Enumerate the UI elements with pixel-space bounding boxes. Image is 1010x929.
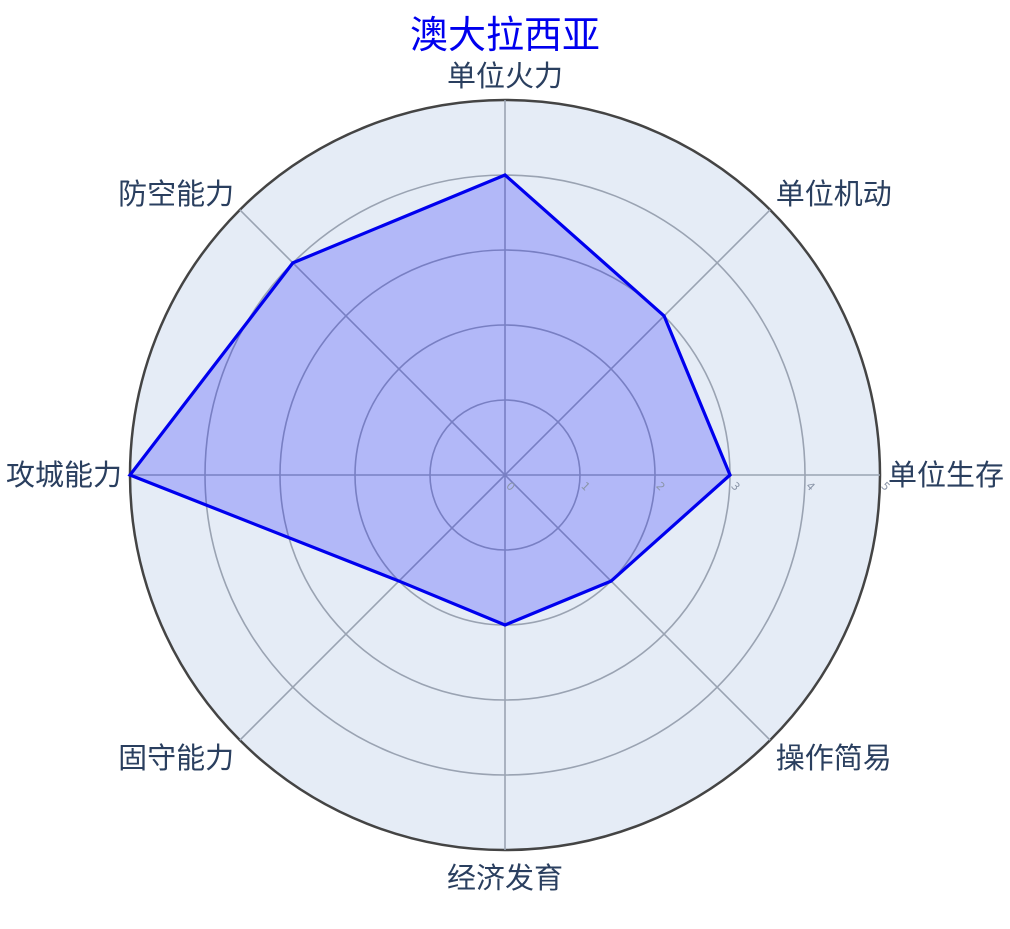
axis-spoke bbox=[239, 474, 506, 741]
series-layer bbox=[127, 173, 732, 627]
data-point bbox=[503, 173, 507, 177]
axis-label: 单位机动 bbox=[776, 177, 892, 211]
axis-label: 防空能力 bbox=[118, 177, 234, 211]
axis-spoke bbox=[239, 209, 506, 476]
data-point bbox=[609, 579, 613, 583]
series-area bbox=[130, 175, 730, 625]
axis-label: 单位火力 bbox=[447, 59, 563, 93]
axis-spoke bbox=[504, 474, 771, 741]
chart-title: 澳大拉西亚 bbox=[410, 13, 600, 57]
axis-label: 攻城能力 bbox=[6, 458, 122, 492]
data-point bbox=[291, 261, 295, 265]
data-point bbox=[728, 473, 732, 477]
axis-label: 操作简易 bbox=[776, 741, 892, 775]
axis-label: 单位生存 bbox=[888, 458, 1004, 492]
axis-label: 经济发育 bbox=[447, 861, 563, 895]
axis-spoke bbox=[504, 209, 771, 476]
data-point bbox=[397, 579, 401, 583]
axis-label: 固守能力 bbox=[118, 741, 234, 775]
data-point bbox=[128, 473, 132, 477]
data-point bbox=[503, 623, 507, 627]
data-point bbox=[662, 314, 666, 318]
